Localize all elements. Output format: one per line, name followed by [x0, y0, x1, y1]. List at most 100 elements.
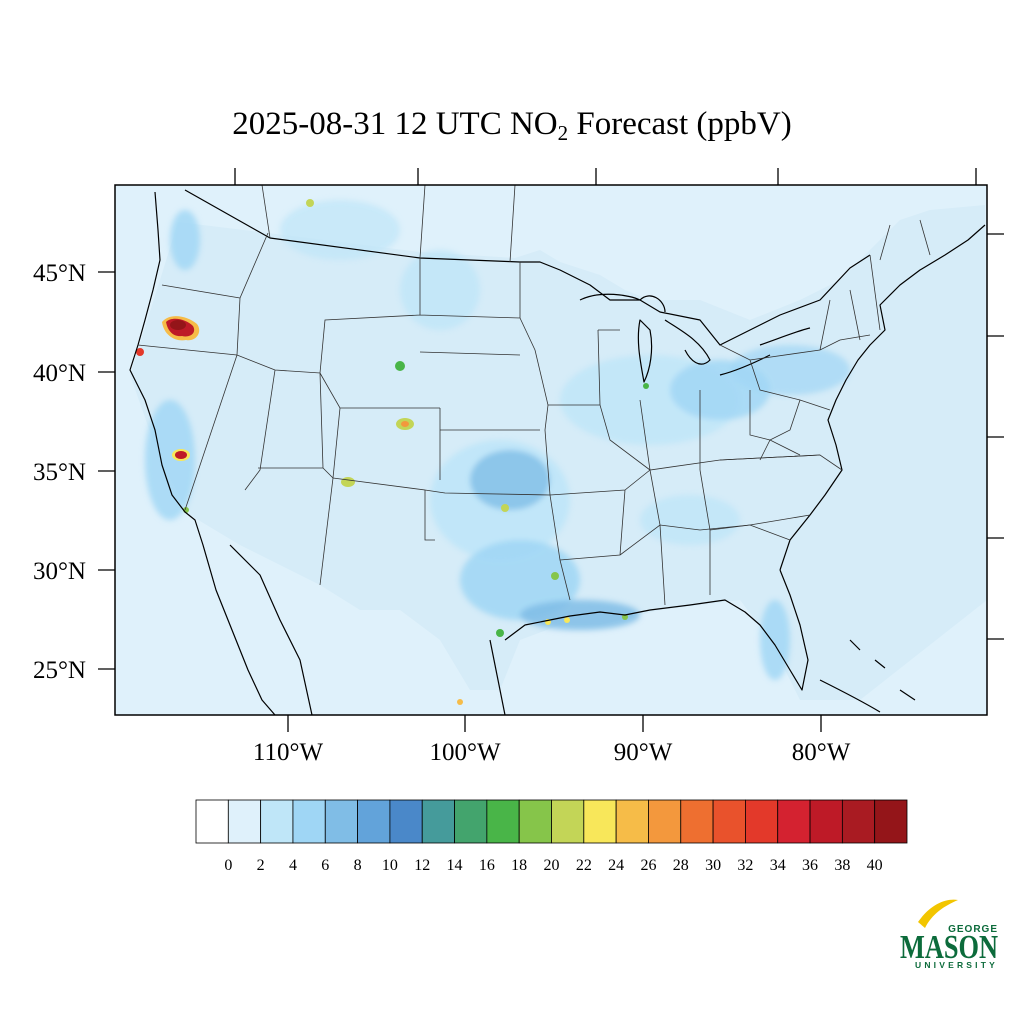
map-title: 2025-08-31 12 UTC NO2 Forecast (ppbV) [0, 106, 1024, 146]
colorbar-swatch [615, 799, 649, 844]
colorbar-swatch [712, 799, 746, 844]
plume-texas [460, 540, 580, 620]
logo-bottom-text: UNIVERSITY [915, 960, 998, 970]
lat-label: 40°N [33, 360, 86, 387]
colorbar-label: 34 [770, 857, 786, 874]
great-lakes-outline [579, 293, 811, 383]
colorbar-swatch [551, 799, 585, 844]
colorbar-label: 30 [705, 857, 721, 874]
colorbar-swatch [583, 799, 617, 844]
hotspot-chicago [643, 383, 649, 389]
colorbar-label: 10 [382, 857, 398, 874]
coastlines [129, 189, 986, 715]
plume-southeast [640, 495, 740, 545]
colorbar-swatch [518, 799, 552, 844]
logo-main-text: MASON [900, 929, 998, 966]
map-frame [114, 184, 988, 716]
lon-label: 110°W [253, 739, 324, 766]
state-lines-east [709, 254, 881, 531]
colorbar-label: 24 [608, 857, 624, 874]
no2-hotspots [136, 199, 649, 705]
map-content [129, 185, 987, 715]
lat-labels: 45°N 40°N 35°N 30°N 25°N [33, 260, 86, 684]
lat-label: 35°N [33, 459, 86, 486]
hotspot-montana [306, 199, 314, 207]
colorbar-swatch [809, 799, 843, 844]
hotspot-north-coast [136, 348, 144, 356]
hotspot-houston [551, 572, 559, 580]
colorbar-swatch [389, 799, 423, 844]
state-lines-central [519, 317, 821, 606]
state-lines-west [137, 232, 551, 586]
hotspot-mexico [457, 699, 463, 705]
colorbar-swatch [680, 799, 714, 844]
bahamas-cuba-outline [819, 639, 916, 713]
hotspot-oregon-core [170, 320, 186, 330]
hotspot-mobile [622, 614, 628, 620]
colorbar-label: 22 [576, 857, 592, 874]
axis-ticks [98, 168, 1004, 732]
land-area [130, 205, 987, 700]
colorbar-swatch [841, 799, 876, 844]
plume-pacific-nw [170, 210, 200, 270]
plume-northeast [730, 345, 850, 395]
plume-california [145, 400, 195, 520]
lat-label: 25°N [33, 657, 86, 684]
colorbar-label: 6 [321, 857, 329, 874]
colorbar-swatch [357, 799, 391, 844]
hotspot-dfw [501, 504, 509, 512]
colorbar-label: 28 [673, 857, 689, 874]
colorbar-swatch [292, 799, 326, 844]
colorbar-label: 26 [640, 857, 656, 874]
gulf-coast-outline [504, 569, 809, 691]
logo-swoosh-icon [918, 899, 958, 928]
colorbar-swatch [777, 799, 811, 844]
colorbar-swatch [648, 799, 682, 844]
colorbar-label: 14 [447, 857, 463, 874]
mexico-east-coast [489, 639, 506, 715]
colorbar-label: 4 [289, 857, 297, 874]
colorbar-swatch [227, 799, 262, 844]
canada-border [184, 189, 871, 346]
colorbar-label: 16 [479, 857, 495, 874]
atlantic-coast-outline [779, 224, 986, 571]
lat-label: 30°N [33, 558, 86, 585]
colorbar-swatch [874, 799, 908, 844]
colorbar-swatch [195, 799, 229, 844]
colorbar-label: 36 [802, 857, 818, 874]
hotspot-farmington [341, 477, 355, 487]
west-coast-outline [129, 191, 276, 715]
plume-montana [280, 200, 400, 260]
colorbar: 0 2 4 6 8 10 12 14 16 18 20 22 24 26 28 30 32 34 36 38 40 [195, 799, 908, 874]
lon-label: 90°W [614, 739, 673, 766]
state-boundaries [137, 232, 881, 606]
logo-top-text: GEORGE [948, 924, 998, 935]
lon-label: 80°W [792, 739, 851, 766]
hotspot-wyoming [395, 361, 405, 371]
colorbar-label: 12 [414, 857, 430, 874]
title-prefix: 2025-08-31 12 UTC NO [232, 106, 558, 142]
gmu-logo: GEORGE MASON UNIVERSITY [900, 899, 998, 970]
colorbar-label: 38 [834, 857, 850, 874]
canada-province-lines [261, 185, 931, 263]
hotspot-sierra-core [175, 451, 187, 459]
colorbar-swatch [421, 799, 455, 844]
title-suffix: Forecast (ppbV) [568, 106, 792, 142]
title-subscript: 2 [557, 121, 569, 145]
colorbar-label: 20 [544, 857, 560, 874]
lon-label: 100°W [429, 739, 500, 766]
colorbar-swatch [486, 799, 520, 844]
plume-oklahoma [470, 450, 550, 510]
colorbar-label: 8 [354, 857, 362, 874]
colorbar-label: 18 [511, 857, 527, 874]
plume-florida [760, 600, 790, 680]
colorbar-label: 2 [257, 857, 265, 874]
colorbar-swatch [454, 799, 488, 844]
colorbar-label: 0 [224, 857, 232, 874]
hotspot-denver-core [401, 421, 409, 427]
plume-northern-plains [400, 250, 480, 330]
lat-label: 45°N [33, 260, 86, 287]
hotspot-south-texas [496, 629, 504, 637]
lon-labels: 110°W 100°W 90°W 80°W [253, 739, 851, 766]
